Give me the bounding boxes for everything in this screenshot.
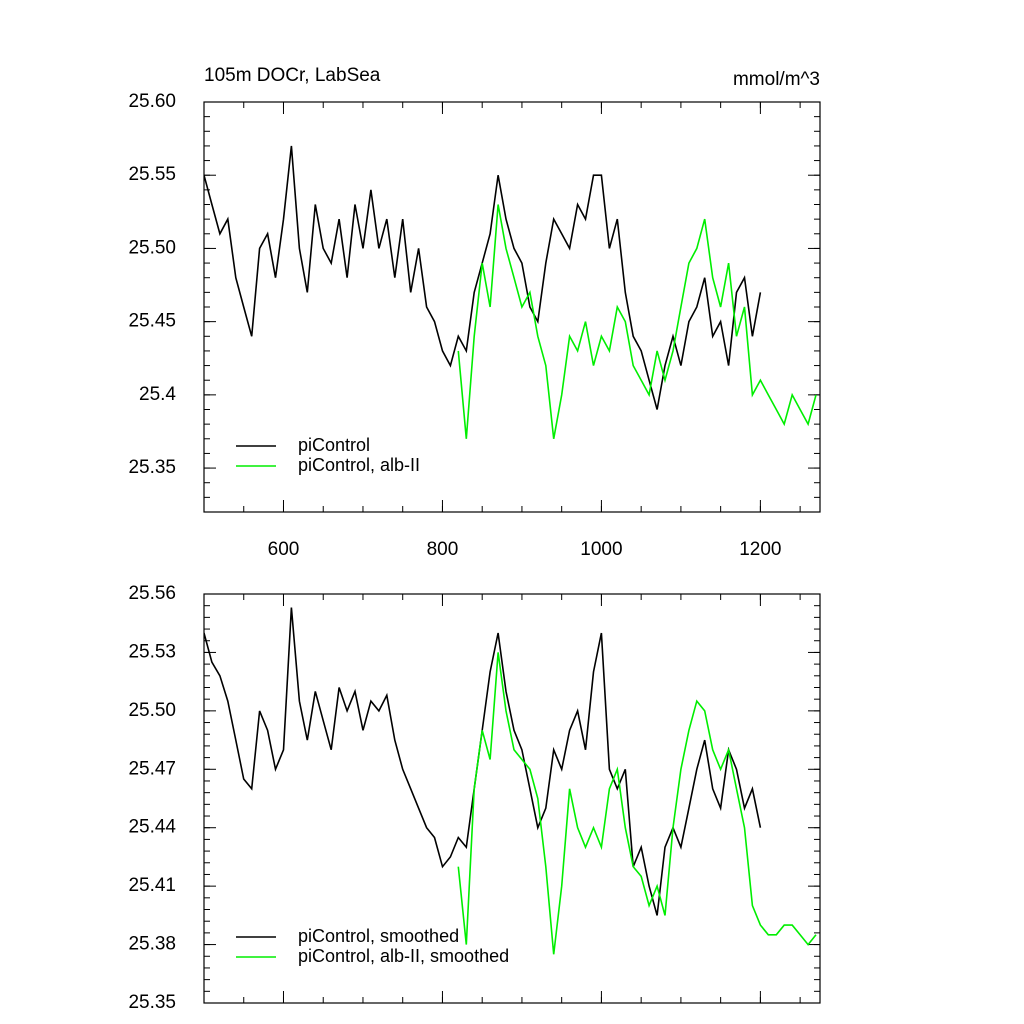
- y-tick-label: 25.35: [128, 992, 176, 1013]
- legend-label: piControl, alb-II, smoothed: [298, 946, 509, 966]
- data-line: [204, 607, 762, 916]
- x-tick-label: 1000: [580, 539, 622, 560]
- legend-label: piControl, smoothed: [298, 926, 459, 946]
- y-tick-label: 25.4: [139, 384, 176, 405]
- y-tick-label: 25.53: [128, 641, 176, 662]
- units-label: mmol/m^3: [733, 69, 820, 90]
- y-tick-label: 25.41: [128, 875, 176, 896]
- y-tick-label: 25.38: [128, 934, 176, 955]
- y-tick-label: 25.55: [128, 164, 176, 185]
- y-tick-label: 25.50: [128, 700, 176, 721]
- y-tick-label: 25.35: [128, 457, 176, 478]
- legend-label: piControl: [298, 435, 370, 455]
- y-tick-label: 25.47: [128, 758, 176, 779]
- x-tick-label: 1200: [739, 539, 781, 560]
- y-tick-label: 25.44: [128, 817, 176, 838]
- x-tick-label: 600: [268, 539, 300, 560]
- chart-title: 105m DOCr, LabSea: [204, 65, 381, 86]
- x-tick-label: 800: [427, 539, 459, 560]
- legend-label: piControl, alb-II: [298, 455, 420, 475]
- data-line: [457, 652, 817, 955]
- plot-frame: [203, 101, 821, 513]
- data-line: [204, 145, 762, 410]
- y-tick-label: 25.60: [128, 91, 176, 112]
- data-line: [457, 204, 817, 439]
- y-tick-label: 25.50: [128, 237, 176, 258]
- y-tick-label: 25.56: [128, 583, 176, 604]
- plot-frame: [203, 593, 821, 1004]
- y-tick-label: 25.45: [128, 311, 176, 332]
